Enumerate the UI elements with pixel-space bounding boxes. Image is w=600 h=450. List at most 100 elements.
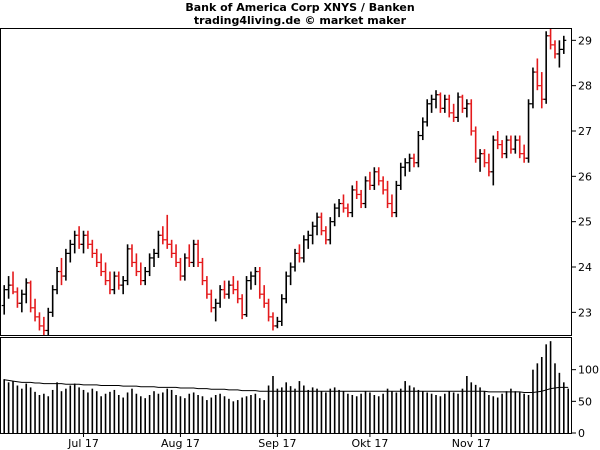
ohlc-bar xyxy=(530,67,536,109)
chart-title: Bank of America Corp XNYS / Banken xyxy=(185,1,415,14)
ohlc-bar xyxy=(371,167,377,190)
ohlc-bar xyxy=(292,248,298,272)
ohlc-bar xyxy=(94,248,100,267)
time-tick-label: Okt 17 xyxy=(352,437,389,450)
ohlc-bar xyxy=(393,180,399,218)
time-tick-label: Jul 17 xyxy=(67,437,99,450)
ohlc-bar xyxy=(151,248,157,267)
ohlc-bar xyxy=(266,298,272,322)
ohlc-bar xyxy=(41,316,47,335)
ohlc-bar xyxy=(133,253,139,277)
ohlc-bar xyxy=(407,153,413,172)
ohlc-bar xyxy=(10,271,16,295)
ohlc-bar xyxy=(504,135,510,159)
ohlc-bar xyxy=(389,194,395,218)
ohlc-bar xyxy=(23,278,29,304)
ohlc-bar xyxy=(160,226,166,245)
ohlc-bar xyxy=(28,280,34,313)
ohlc-bar xyxy=(464,99,470,118)
ohlc-bar xyxy=(252,267,258,286)
ohlc-bar xyxy=(103,262,109,286)
ohlc-bar xyxy=(274,316,280,329)
ohlc-bar xyxy=(155,230,161,258)
ohlc-bar xyxy=(191,239,197,267)
ohlc-bar xyxy=(561,35,567,54)
ohlc-bar xyxy=(89,239,95,258)
ohlc-bar xyxy=(446,94,452,118)
ohlc-bar xyxy=(19,289,25,313)
ohlc-bar xyxy=(199,257,205,286)
volume-bars xyxy=(3,341,570,433)
volume-panel-frame xyxy=(0,337,572,434)
ohlc-bar xyxy=(305,230,311,249)
ohlc-bar xyxy=(182,253,188,281)
ohlc-bar xyxy=(534,58,540,91)
time-tick-label: Sep 17 xyxy=(258,437,296,450)
price-tick-label: 23 xyxy=(578,306,592,319)
ohlc-bar xyxy=(521,144,527,163)
ohlc-bar xyxy=(244,276,250,317)
volume-tick-label: 100 xyxy=(578,364,599,377)
ohlc-bar xyxy=(340,194,346,213)
price-tick-label: 29 xyxy=(578,34,592,47)
ohlc-bar xyxy=(512,135,518,154)
ohlc-bars xyxy=(1,29,567,335)
ohlc-bar xyxy=(481,149,487,168)
ohlc-bar xyxy=(376,167,382,186)
price-axis: 23 24 25 26 27 28 29 xyxy=(571,34,592,319)
ohlc-bar xyxy=(495,131,501,150)
price-tick-label: 27 xyxy=(578,125,592,138)
ohlc-bar xyxy=(363,176,369,209)
price-tick-label: 26 xyxy=(578,170,592,183)
ohlc-bar xyxy=(468,99,474,136)
ohlc-bar xyxy=(473,126,479,163)
ohlc-bar xyxy=(261,285,267,308)
price-tick-label: 28 xyxy=(578,80,592,93)
ohlc-bar xyxy=(327,217,333,245)
ohlc-bar xyxy=(402,158,408,177)
ohlc-bar xyxy=(490,135,496,186)
ohlc-bar xyxy=(36,312,42,331)
ohlc-bar xyxy=(204,276,210,299)
ohlc-bar xyxy=(499,140,505,159)
time-tick-label: Aug 17 xyxy=(161,437,200,450)
ohlc-bar xyxy=(367,171,373,190)
ohlc-bar xyxy=(67,239,73,263)
ohlc-bar xyxy=(539,72,545,109)
ohlc-bar xyxy=(81,230,87,254)
ohlc-bar xyxy=(310,221,316,245)
ohlc-bar xyxy=(257,267,263,299)
ohlc-bar xyxy=(442,94,448,113)
ohlc-bar xyxy=(58,257,64,286)
ohlc-bar xyxy=(398,162,404,190)
ohlc-bar xyxy=(217,285,223,308)
ohlc-bar xyxy=(415,131,421,168)
ohlc-bar xyxy=(552,40,558,59)
chart-subtitle: trading4living.de © market maker xyxy=(193,14,407,27)
time-tick-label: Nov 17 xyxy=(452,437,491,450)
price-panel-frame xyxy=(0,28,572,336)
ohlc-bar xyxy=(213,298,219,322)
ohlc-bar xyxy=(6,276,12,299)
ohlc-bar xyxy=(323,226,329,245)
ohlc-bar xyxy=(301,235,307,263)
ohlc-bar xyxy=(1,285,7,315)
ohlc-bar xyxy=(226,280,232,299)
volume-axis: 0 50 100 xyxy=(571,364,599,440)
ohlc-bar xyxy=(548,29,554,50)
ohlc-bar xyxy=(455,92,461,122)
ohlc-bar xyxy=(486,153,492,177)
ohlc-bar xyxy=(142,267,148,286)
ohlc-bar xyxy=(14,287,20,308)
ohlc-bar xyxy=(138,262,144,286)
ohlc-bar xyxy=(32,298,38,322)
ohlc-bar xyxy=(314,212,320,236)
ohlc-bar xyxy=(222,280,228,299)
ohlc-bar xyxy=(296,244,302,263)
ohlc-bar xyxy=(543,31,549,104)
ohlc-bar xyxy=(72,230,78,254)
ohlc-bar xyxy=(173,244,179,267)
ohlc-bar xyxy=(195,239,201,267)
